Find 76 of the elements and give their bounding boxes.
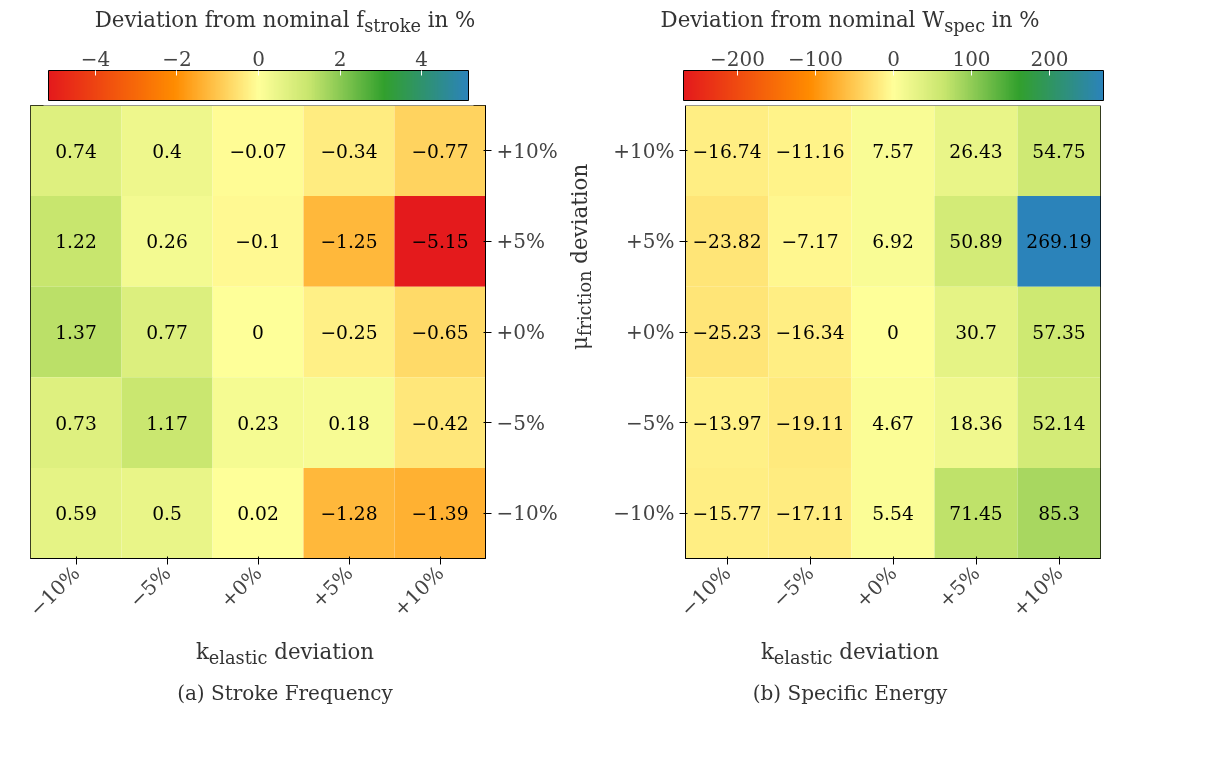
data-label: −16.34: [775, 322, 845, 343]
x-axis-title: k$_{elastic}$ deviation: [195, 638, 375, 671]
data-label: −25.23: [692, 322, 762, 343]
data-label: 269.19: [1026, 231, 1092, 253]
color-bar-label: 0: [252, 46, 265, 71]
color-bar-label: 0: [887, 46, 900, 71]
data-label: 71.45: [949, 503, 1003, 525]
data-label: 85.3: [1038, 503, 1080, 525]
chart-title: Deviation from nominal f$_{stroke}$ in %: [94, 6, 476, 39]
chart-title: Deviation from nominal W$_{spec}$ in %: [660, 6, 1040, 39]
data-label: −0.34: [320, 140, 378, 162]
data-label: −0.77: [411, 140, 469, 162]
color-bar-label: 2: [333, 46, 347, 71]
text: (b) Specific Energy: [752, 680, 948, 707]
data-label: 18.36: [949, 412, 1003, 434]
color-bar-label: −2: [162, 46, 192, 71]
y-tick-label: +0%: [626, 320, 675, 344]
y-tick-label: −10%: [496, 501, 558, 526]
color-bar-label: 200: [1030, 46, 1069, 71]
data-label: −0.65: [411, 322, 469, 343]
data-label: −23.82: [692, 231, 762, 253]
data-label: −5.15: [411, 231, 469, 253]
color-bar-label: 4: [415, 46, 428, 71]
data-label: 0.4: [152, 140, 182, 162]
data-label: −7.17: [781, 231, 839, 253]
data-label: 0: [887, 322, 899, 343]
data-label: −11.16: [775, 140, 845, 162]
data-label: 54.75: [1032, 140, 1086, 162]
data-label: 1.22: [55, 231, 97, 253]
data-label: 0.23: [237, 412, 279, 434]
data-label: 0.26: [146, 231, 188, 253]
data-label: −16.74: [692, 140, 762, 162]
y-tick-label: −5%: [626, 410, 675, 435]
data-label: 0.02: [237, 503, 279, 525]
text: (a) Stroke Frequency: [177, 680, 393, 707]
data-label: 7.57: [872, 140, 914, 162]
y-tick-label: +10%: [496, 138, 558, 163]
data-label: 50.89: [949, 231, 1003, 253]
y-tick-label: −10%: [613, 501, 675, 526]
data-label: 0.77: [146, 322, 188, 343]
data-label: −1.28: [320, 503, 378, 525]
data-label: 1.17: [146, 412, 188, 434]
data-label: 1.37: [55, 322, 97, 343]
color-bar-label: −200: [710, 46, 765, 71]
data-label: −19.11: [775, 412, 845, 434]
data-label: 5.54: [872, 503, 914, 525]
data-label: −17.11: [775, 503, 845, 525]
data-label: 0: [252, 322, 264, 343]
data-label: −15.77: [692, 503, 762, 525]
data-label: −0.1: [235, 231, 281, 253]
y-tick-label: +0%: [496, 320, 545, 344]
data-label: 0.73: [55, 412, 97, 434]
data-label: 0.59: [55, 503, 97, 525]
y-tick-label: −5%: [496, 410, 545, 435]
data-label: −1.25: [320, 231, 378, 253]
data-label: −13.97: [692, 412, 762, 434]
data-label: 52.14: [1032, 412, 1086, 434]
x-axis-title: k$_{elastic}$ deviation: [760, 638, 940, 671]
y-tick-label: +10%: [613, 138, 675, 163]
data-label: −0.25: [320, 322, 378, 343]
data-label: 0.5: [152, 503, 182, 525]
data-label: 30.7: [955, 322, 997, 343]
data-label: 6.92: [872, 231, 914, 253]
color-bar-label: 100: [952, 46, 991, 71]
color-bar-label: −4: [80, 46, 111, 71]
y-tick-label: +5%: [496, 229, 545, 254]
data-label: −0.42: [411, 412, 469, 434]
data-label: −0.07: [229, 140, 287, 162]
data-label: 26.43: [949, 140, 1003, 162]
y-tick-label: +5%: [626, 229, 675, 254]
data-label: 4.67: [872, 412, 914, 434]
data-label: 0.18: [328, 412, 370, 434]
data-label: 57.35: [1032, 322, 1086, 343]
data-label: −1.39: [411, 503, 469, 525]
color-bar-label: −100: [788, 46, 843, 71]
data-label: 0.74: [55, 140, 97, 162]
